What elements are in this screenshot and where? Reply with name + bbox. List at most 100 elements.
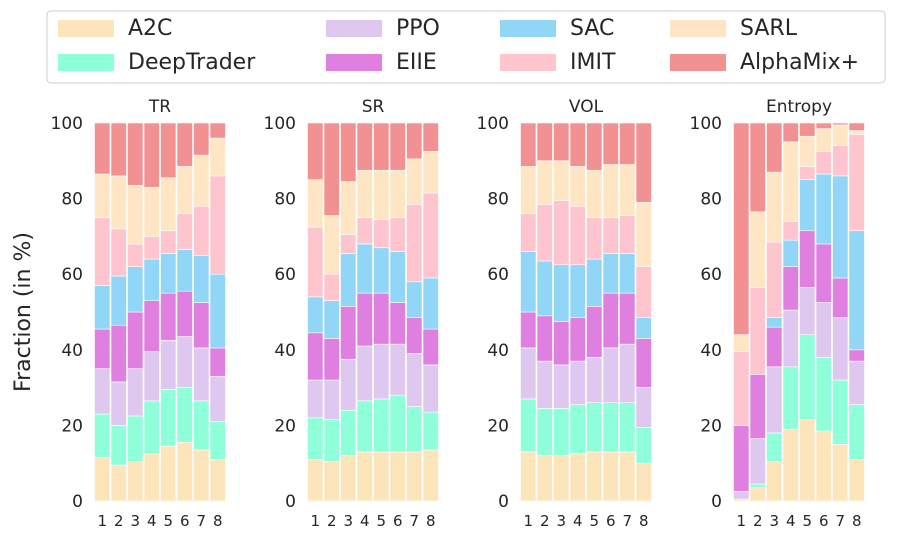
- bar-segment-imit-2: [749, 287, 766, 375]
- y-tick-label: 60: [274, 265, 296, 285]
- bar-segment-imit-7: [193, 205, 210, 256]
- y-tick-label: 100: [690, 114, 722, 134]
- bar-segment-a2c-2: [323, 461, 340, 502]
- bar-segment-deeptrader-2: [110, 425, 127, 466]
- bar-segment-a2c-5: [586, 451, 603, 502]
- bar-segment-sac-5: [373, 247, 390, 294]
- bar-segment-sac-8: [635, 317, 652, 339]
- bar-segment-eiie-4: [569, 317, 586, 362]
- x-tick-label: 6: [393, 512, 403, 530]
- bar-segment-eiie-4: [782, 266, 799, 311]
- bar-segment-deeptrader-1: [520, 398, 537, 453]
- bar-segment-sarl-1: [94, 173, 111, 218]
- bar-segment-imit-6: [815, 151, 832, 175]
- bar-segment-sac-3: [553, 264, 570, 322]
- panel-vol: 0 20 40 60 80 100 VOL 1 2 3 4 5 6 7 8: [477, 97, 652, 530]
- bar-segment-deeptrader-2: [749, 483, 766, 489]
- legend-label-sac: SAC: [570, 16, 614, 41]
- bar-segment-imit-6: [389, 217, 406, 252]
- x-tick-label: 4: [573, 512, 583, 530]
- legend-label-imit: IMIT: [570, 50, 616, 75]
- bar-segment-sac-7: [193, 255, 210, 303]
- bar-segment-ppo-4: [569, 360, 586, 405]
- legend-label-ppo: PPO: [396, 16, 440, 41]
- bar-segment-alphamix-6: [176, 122, 193, 167]
- bar-segment-eiie-3: [127, 311, 144, 370]
- legend-swatch-sac: [500, 20, 556, 37]
- bar-segment-sac-4: [569, 264, 586, 318]
- bar-segment-deeptrader-2: [536, 408, 553, 456]
- bar-segment-alphamix-8: [209, 122, 226, 139]
- bar-segment-sarl-6: [815, 128, 832, 152]
- bar-segment-deeptrader-3: [766, 432, 783, 462]
- bar-segment-imit-3: [766, 241, 783, 318]
- bar-segment-a2c-1: [520, 451, 537, 502]
- bar-segment-sarl-6: [389, 169, 406, 218]
- x-tick-label: 6: [180, 512, 190, 530]
- bar-segment-sac-2: [323, 300, 340, 339]
- bar-segment-sarl-3: [553, 160, 570, 201]
- bar-segment-sarl-7: [193, 154, 210, 207]
- bar-segment-a2c-4: [143, 453, 160, 502]
- bar-segment-sarl-4: [782, 141, 799, 222]
- bar-segment-ppo-3: [340, 358, 357, 411]
- bar-segment-eiie-6: [815, 243, 832, 303]
- y-tick-label: 0: [498, 492, 509, 512]
- bar-segment-imit-4: [569, 205, 586, 266]
- legend-entry-deeptrader: DeepTrader: [58, 50, 256, 75]
- x-tick-label: 5: [802, 512, 812, 530]
- x-tick-label: 7: [196, 512, 206, 530]
- bar-segment-ppo-8: [209, 375, 226, 422]
- bar-segment-sac-5: [586, 258, 603, 307]
- x-tick-label: 2: [327, 512, 337, 530]
- bar-segment-deeptrader-6: [602, 402, 619, 453]
- bar-segment-eiie-8: [209, 347, 226, 377]
- y-tick-label: 80: [61, 190, 83, 210]
- legend-label-deeptrader: DeepTrader: [128, 50, 256, 75]
- bar-segment-ppo-7: [619, 343, 636, 404]
- bar-segment-imit-1: [94, 217, 111, 286]
- x-tick-label: 4: [147, 512, 157, 530]
- y-tick-label: 20: [487, 416, 509, 436]
- y-tick-label: 0: [285, 492, 296, 512]
- bar-segment-sarl-8: [209, 137, 226, 177]
- bar-segment-a2c-8: [635, 462, 652, 502]
- bar-segment-sac-6: [815, 173, 832, 245]
- bar-segment-ppo-2: [110, 381, 127, 426]
- bar-segment-a2c-3: [127, 461, 144, 502]
- bar-segment-alphamix-2: [323, 122, 340, 216]
- y-tick-label: 100: [477, 114, 509, 134]
- bar-segment-sarl-3: [766, 171, 783, 243]
- bar-segment-imit-2: [323, 273, 340, 301]
- bar-segment-eiie-1: [733, 425, 750, 492]
- y-tick-label: 60: [700, 265, 722, 285]
- bar-segment-eiie-7: [619, 292, 636, 345]
- bar-segment-sac-7: [619, 253, 636, 294]
- y-tick-label: 20: [274, 416, 296, 436]
- legend-entry-alphamix: AlphaMix+: [670, 50, 859, 75]
- bar-segment-ppo-8: [635, 387, 652, 428]
- bar-segment-eiie-1: [520, 311, 537, 349]
- legend-swatch-sarl: [670, 20, 726, 37]
- bar-segment-imit-8: [209, 175, 226, 275]
- bar-segment-sac-4: [143, 258, 160, 301]
- legend-entry-a2c: A2C: [58, 16, 172, 41]
- bar-segment-imit-2: [110, 228, 127, 277]
- bar-segment-sarl-6: [602, 164, 619, 218]
- bar-segment-eiie-5: [799, 230, 816, 288]
- bar-segment-sac-8: [848, 230, 865, 351]
- bar-segment-imit-1: [733, 351, 750, 426]
- bar-segment-ppo-5: [586, 357, 603, 404]
- bar-segment-sarl-2: [110, 175, 127, 230]
- bar-segment-imit-3: [127, 243, 144, 267]
- legend-entry-imit: IMIT: [500, 50, 616, 75]
- y-tick-label: 100: [51, 114, 83, 134]
- bar-segment-deeptrader-6: [815, 357, 832, 432]
- bar-segment-ppo-1: [94, 368, 111, 415]
- bar-segment-deeptrader-3: [127, 415, 144, 462]
- bar-segment-alphamix-6: [389, 122, 406, 171]
- legend: A2C DeepTrader PPO EIIE SAC IMIT SARL AlphaMix+: [46, 10, 886, 84]
- bar-segment-sac-8: [422, 277, 439, 330]
- bar-segment-sarl-5: [160, 177, 177, 232]
